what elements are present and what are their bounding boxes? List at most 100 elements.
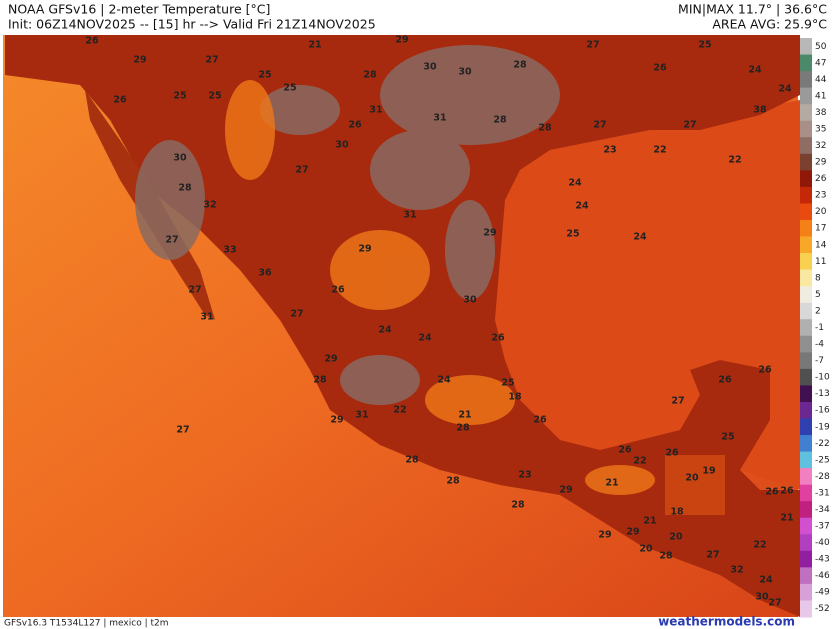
station-value: 29	[324, 354, 337, 365]
station-value: 26	[765, 487, 779, 498]
station-value: 22	[728, 155, 741, 166]
station-value: 27	[593, 120, 606, 131]
legend-swatch	[800, 302, 812, 320]
station-value: 27	[188, 285, 201, 296]
station-value: 20	[685, 473, 699, 484]
station-value: 28	[493, 115, 507, 126]
legend-label: -52	[815, 604, 830, 614]
legend-label: 2	[815, 306, 821, 316]
legend-label: -49	[815, 588, 830, 598]
station-value: 36	[258, 268, 272, 279]
station-value: 29	[598, 530, 611, 541]
legend-label: -46	[815, 571, 830, 581]
station-value: 25	[501, 378, 514, 389]
station-value: 28	[446, 476, 460, 487]
station-value: 25	[283, 83, 296, 94]
legend-label: 50	[815, 42, 827, 52]
station-value: 29	[559, 485, 572, 496]
legend-label: 29	[815, 158, 827, 168]
station-value: 26	[653, 63, 667, 74]
legend-label: 8	[815, 273, 821, 283]
station-value: 24	[437, 375, 451, 386]
legend-label: -16	[815, 406, 830, 416]
legend-swatch	[800, 120, 812, 138]
legend-label: 26	[815, 174, 827, 184]
station-value: 24	[778, 84, 792, 95]
legend-swatch	[800, 104, 812, 122]
station-value: 32	[730, 565, 743, 576]
station-value: 28	[659, 551, 673, 562]
terrain	[135, 45, 560, 405]
station-value: 29	[133, 55, 146, 66]
legend-swatch	[800, 236, 812, 254]
station-value: 30	[458, 67, 472, 78]
legend-swatch	[800, 54, 812, 72]
header-bg	[0, 0, 835, 35]
station-value: 31	[403, 210, 416, 221]
legend-swatch	[800, 517, 812, 535]
legend-swatch	[800, 583, 812, 601]
station-value: 25	[173, 91, 186, 102]
legend-label: -13	[815, 389, 830, 399]
init: Init: 06Z14NOV2025 -- [15] hr --> Valid …	[8, 17, 376, 32]
station-value: 25	[208, 91, 221, 102]
station-value: 24	[759, 575, 773, 586]
legend-swatch	[800, 352, 812, 370]
legend-label: 44	[815, 75, 827, 85]
legend-swatch	[800, 269, 812, 287]
hot-area	[665, 455, 725, 515]
gulf	[495, 100, 800, 490]
legend-swatch	[800, 335, 812, 353]
site[interactable]: weathermodels.com	[658, 615, 795, 629]
legend-swatch	[800, 286, 812, 304]
station-value: 38	[753, 105, 767, 116]
station-value: 21	[643, 516, 656, 527]
legend-label: 14	[815, 240, 827, 250]
station-value: 27	[683, 120, 696, 131]
legend-label: -28	[815, 472, 830, 482]
station-value: 28	[178, 183, 192, 194]
station-value: 29	[358, 244, 371, 255]
legend-swatch	[800, 435, 812, 453]
hot-area	[225, 80, 655, 495]
model-info: GFSv16.3 T1534L127 | mexico | t2m	[4, 619, 168, 629]
legend-label: -7	[815, 356, 824, 366]
legend-swatch	[800, 186, 812, 204]
station-value: 26	[491, 333, 505, 344]
legend-label: -25	[815, 455, 830, 465]
legend-label: 47	[815, 58, 826, 68]
station-value: 30	[463, 295, 477, 306]
station-value: 27	[176, 425, 189, 436]
legend-label: 5	[815, 290, 821, 300]
station-value: 27	[295, 165, 308, 176]
legend-label: -4	[815, 340, 824, 350]
legend-swatch	[800, 567, 812, 585]
legend-label: 17	[815, 224, 826, 234]
legend-label: -1	[815, 323, 824, 333]
station-value: 20	[669, 532, 683, 543]
legend-swatch	[800, 219, 812, 238]
legend-swatch	[800, 368, 812, 386]
station-value: 22	[393, 405, 406, 416]
legend-label: -10	[815, 373, 830, 383]
legend-swatch	[800, 153, 812, 171]
station-value: 21	[605, 478, 618, 489]
station-value: 26	[331, 285, 345, 296]
legend-swatch	[800, 501, 812, 519]
station-value: 22	[653, 145, 666, 156]
legend-swatch	[800, 253, 812, 271]
legend-label: -43	[815, 555, 830, 565]
legend-label: 41	[815, 91, 826, 101]
station-value: 32	[203, 200, 216, 211]
station-value: 24	[378, 325, 392, 336]
legend-label: 11	[815, 257, 826, 267]
station-value: 30	[173, 153, 187, 164]
legend-swatch	[800, 170, 812, 188]
station-value: 25	[698, 40, 711, 51]
station-value: 31	[433, 113, 446, 124]
station-value: 31	[200, 312, 213, 323]
station-value: 25	[566, 229, 579, 240]
legend-label: -37	[815, 522, 830, 532]
station-value: 26	[718, 375, 732, 386]
station-value: 26	[533, 415, 547, 426]
